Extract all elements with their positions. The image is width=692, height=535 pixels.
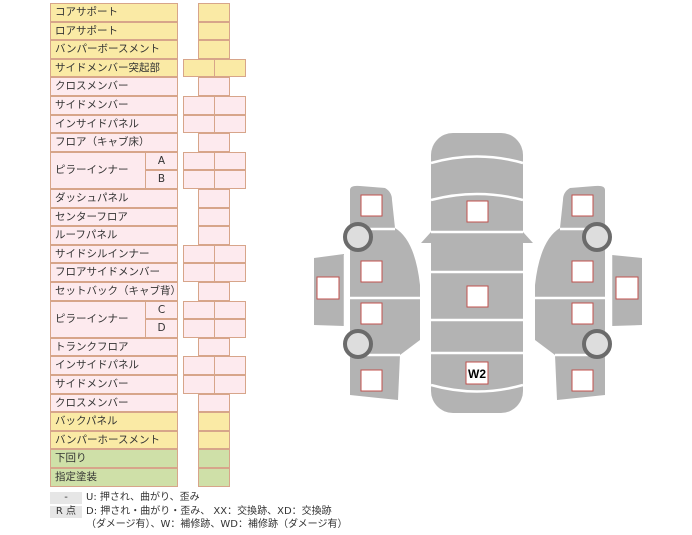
- row-label: バックパネル: [50, 412, 178, 431]
- mark-box[interactable]: [466, 285, 489, 308]
- legend-dash-text: U: 押され、曲がり、歪み: [86, 492, 200, 503]
- input-cell[interactable]: [214, 319, 246, 338]
- mark-box[interactable]: [571, 369, 594, 392]
- input-cell[interactable]: [214, 170, 246, 189]
- input-cell[interactable]: [214, 151, 246, 171]
- input-cell[interactable]: [198, 133, 230, 152]
- input-cell[interactable]: [198, 21, 230, 41]
- input-cell[interactable]: [214, 263, 246, 282]
- input-cell[interactable]: [214, 58, 246, 78]
- input-cell[interactable]: [198, 282, 230, 301]
- mark-box[interactable]: [571, 260, 594, 283]
- row-label: 指定塗装: [50, 468, 178, 487]
- mark-box[interactable]: [615, 276, 639, 300]
- input-cell[interactable]: [198, 430, 230, 450]
- row-label: サイドメンバー突起部: [50, 58, 178, 78]
- input-cell[interactable]: [198, 77, 230, 96]
- row-sub-label: B: [145, 170, 178, 189]
- legend-r-text2: （ダメージ有）、W：補修跡、WD：補修跡（ダメージ有）: [86, 519, 348, 530]
- row-label: サイドメンバー: [50, 375, 178, 394]
- row-label: ダッシュパネル: [50, 189, 178, 208]
- wheel-icon: [582, 329, 612, 359]
- row-label: ロアサポート: [50, 21, 178, 41]
- input-cell[interactable]: [198, 226, 230, 245]
- mark-box[interactable]: [360, 260, 383, 283]
- row-label: トランクフロア: [50, 337, 178, 357]
- right-body: [535, 185, 605, 400]
- input-cell[interactable]: [198, 207, 230, 227]
- mark-box[interactable]: [571, 194, 594, 217]
- row-sub-label: D: [145, 319, 178, 338]
- mark-label: W2: [468, 367, 486, 381]
- input-cell[interactable]: [198, 393, 230, 413]
- mark-box[interactable]: [316, 276, 340, 300]
- input-cell[interactable]: [198, 449, 230, 468]
- row-label: センターフロア: [50, 207, 178, 227]
- wheel-icon: [343, 222, 373, 252]
- input-cell[interactable]: [214, 300, 246, 320]
- row-label: サイドメンバー: [50, 96, 178, 115]
- row-label: バンパーボースメント: [50, 40, 178, 59]
- row-label: コアサポート: [50, 3, 178, 22]
- legend-dash: -: [50, 492, 82, 504]
- input-cell[interactable]: [198, 468, 230, 487]
- input-cell[interactable]: [214, 96, 246, 115]
- input-cell[interactable]: [198, 40, 230, 59]
- legend-r-text1: D: 押され・曲がり・歪み、 XX：交換跡、XD：交換跡: [86, 506, 332, 517]
- row-label: サイドシルインナー: [50, 244, 178, 264]
- row-sub-label: C: [145, 300, 178, 320]
- row-label: 下回り: [50, 449, 178, 468]
- mark-box[interactable]: [466, 200, 489, 223]
- input-cell[interactable]: [214, 375, 246, 394]
- input-cell[interactable]: [214, 244, 246, 264]
- row-label: クロスメンバー: [50, 393, 178, 413]
- input-cell[interactable]: [198, 189, 230, 208]
- row-label: フロア（キャブ床）: [50, 133, 178, 152]
- input-cell[interactable]: [198, 337, 230, 357]
- mark-box[interactable]: [571, 302, 594, 325]
- row-label: クロスメンバー: [50, 77, 178, 96]
- row-label: インサイドパネル: [50, 114, 178, 134]
- row-label: ルーフパネル: [50, 226, 178, 245]
- row-label: フロアサイドメンバー: [50, 263, 178, 282]
- wheel-icon: [343, 329, 373, 359]
- input-cell[interactable]: [214, 114, 246, 134]
- row-label: インサイドパネル: [50, 356, 178, 375]
- mark-box[interactable]: [360, 194, 383, 217]
- input-cell[interactable]: [198, 3, 230, 22]
- left-body: [350, 185, 420, 400]
- input-cell[interactable]: [214, 356, 246, 375]
- row-sub-label: A: [145, 151, 178, 171]
- input-cell[interactable]: [198, 412, 230, 431]
- mark-box[interactable]: [360, 302, 383, 325]
- row-label: セットバック（キャブ背）: [50, 282, 178, 301]
- wheel-icon: [582, 222, 612, 252]
- mark-box[interactable]: [465, 361, 489, 385]
- mark-box[interactable]: [360, 369, 383, 392]
- legend-r: R 点: [50, 506, 82, 518]
- row-label: バンパーホースメント: [50, 430, 178, 450]
